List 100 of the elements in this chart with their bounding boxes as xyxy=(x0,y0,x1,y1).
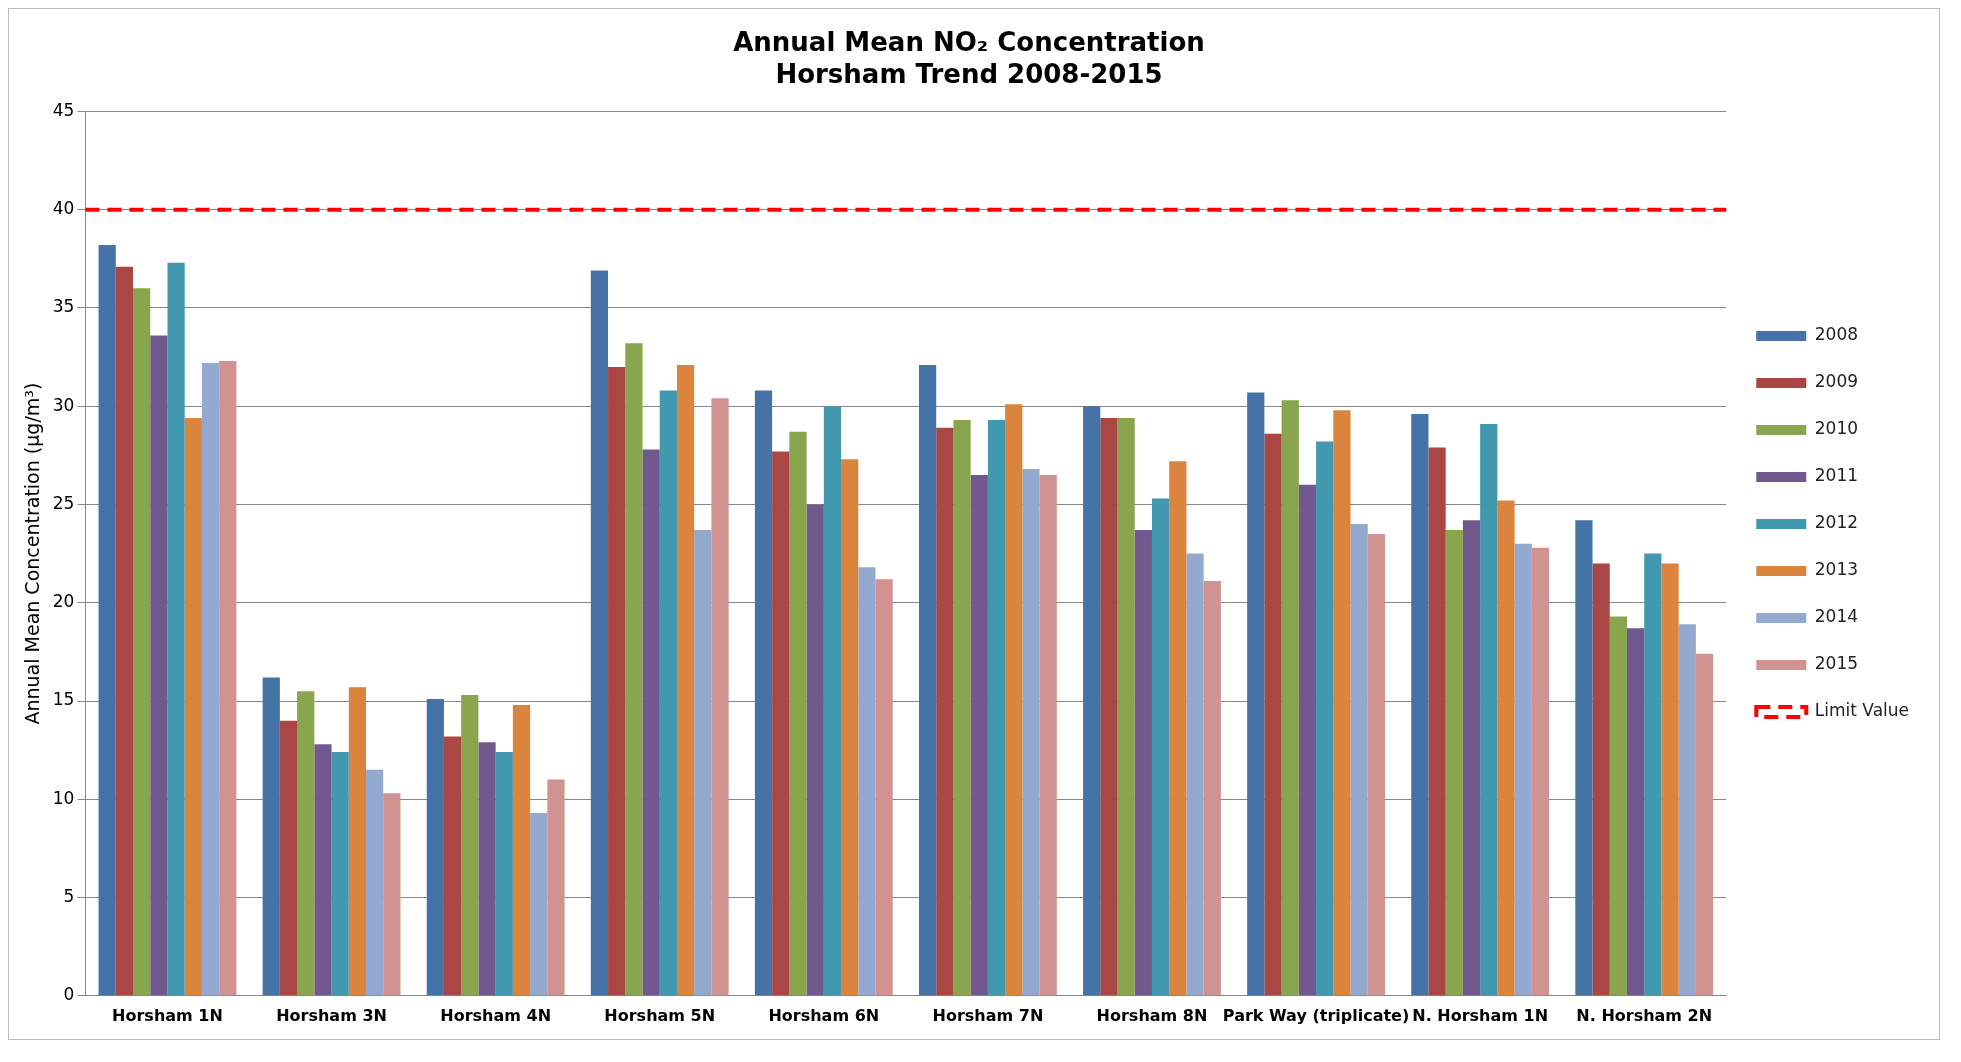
bar xyxy=(1281,400,1299,996)
bar xyxy=(1005,404,1023,996)
bar xyxy=(841,459,859,996)
bar xyxy=(1350,524,1368,996)
x-tick-label: Horsham 1N xyxy=(112,1005,223,1025)
x-tick-label: N. Horsham 2N xyxy=(1576,1005,1713,1025)
y-tick-label: 35 xyxy=(52,296,75,317)
bar xyxy=(98,245,116,996)
x-tick-label: Horsham 8N xyxy=(1096,1005,1208,1025)
bar xyxy=(1592,563,1610,996)
legend-label: Limit Value xyxy=(1814,700,1909,721)
x-tick-label: Horsham 5N xyxy=(604,1005,716,1025)
bar xyxy=(789,431,807,996)
bar xyxy=(1411,414,1429,996)
bar xyxy=(642,449,660,996)
x-tick-label: Park Way (triplicate) xyxy=(1222,1005,1410,1025)
bar xyxy=(1316,441,1334,996)
bar xyxy=(348,687,367,996)
x-tick-label: Horsham 3N xyxy=(276,1005,387,1025)
bar xyxy=(875,579,893,996)
x-tick-label: N. Horsham 1N xyxy=(1412,1005,1549,1025)
y-tick-label: 0 xyxy=(63,984,75,1005)
x-tick-label: Horsham 4N xyxy=(440,1005,552,1025)
bar xyxy=(1575,520,1593,996)
legend-label: 2008 xyxy=(1814,324,1859,345)
bar xyxy=(297,691,315,996)
legend-label: 2014 xyxy=(1814,606,1859,627)
bar xyxy=(1609,616,1627,996)
bar xyxy=(754,390,773,996)
bar xyxy=(1134,530,1152,996)
legend-label: 2010 xyxy=(1814,418,1859,439)
bar xyxy=(1531,547,1550,996)
bar xyxy=(694,530,712,996)
bar xyxy=(461,695,479,996)
bar xyxy=(590,270,609,996)
bar xyxy=(1428,447,1446,996)
bar xyxy=(262,677,280,996)
bar xyxy=(970,474,988,996)
y-tick-label: 30 xyxy=(52,394,75,415)
bar xyxy=(1497,500,1515,996)
bar xyxy=(1333,410,1351,996)
bar xyxy=(184,417,202,996)
bar xyxy=(314,744,332,996)
bar xyxy=(1022,469,1040,996)
bar xyxy=(1514,543,1532,996)
legend-label: 2011 xyxy=(1814,465,1859,486)
bar xyxy=(676,364,695,996)
y-tick-label: 15 xyxy=(52,689,75,710)
bar xyxy=(201,362,220,996)
bar xyxy=(219,361,237,996)
chart-title: Annual Mean NO₂ Concentration xyxy=(733,27,1205,58)
bar xyxy=(953,419,971,996)
bar xyxy=(1203,581,1221,996)
bar xyxy=(1186,553,1204,996)
bar xyxy=(1247,392,1265,996)
bar xyxy=(1169,461,1187,996)
bar xyxy=(279,720,298,996)
legend-label: 2012 xyxy=(1814,512,1859,533)
bar xyxy=(936,427,954,996)
bar xyxy=(530,813,548,996)
y-tick-label: 10 xyxy=(52,787,75,808)
legend-label: 2009 xyxy=(1814,371,1859,392)
bar xyxy=(987,419,1006,996)
bar xyxy=(1695,653,1714,996)
bar xyxy=(858,567,876,996)
bar xyxy=(711,398,729,996)
bar xyxy=(806,504,824,996)
bar xyxy=(1298,484,1317,996)
bar xyxy=(512,704,531,996)
y-tick-label: 20 xyxy=(52,591,75,612)
chart-subtitle: Horsham Trend 2008-2015 xyxy=(775,58,1163,89)
bar xyxy=(823,406,842,996)
bar xyxy=(625,343,643,996)
y-tick-label: 25 xyxy=(52,492,75,513)
y-axis-title: Annual Mean Concentration (µg/m³) xyxy=(21,382,44,725)
bar xyxy=(478,742,496,996)
bar xyxy=(1445,530,1463,996)
bar xyxy=(918,364,937,996)
bar xyxy=(1627,628,1645,996)
y-tick-label: 5 xyxy=(63,885,75,906)
bar xyxy=(383,793,401,996)
bar xyxy=(133,288,151,996)
bar xyxy=(426,699,444,996)
bar xyxy=(1039,474,1057,996)
bar xyxy=(1151,498,1170,996)
bar xyxy=(1661,563,1679,996)
legend-label: 2013 xyxy=(1814,559,1859,580)
bar xyxy=(495,752,513,996)
bar xyxy=(1117,417,1135,996)
x-tick-label: Horsham 6N xyxy=(768,1005,880,1025)
bar xyxy=(443,736,462,996)
bar xyxy=(1678,624,1696,996)
bar xyxy=(547,779,565,996)
y-tick-label: 40 xyxy=(52,198,75,219)
bar xyxy=(1264,433,1282,996)
bar xyxy=(150,335,168,996)
bar xyxy=(772,451,790,996)
legend-label: 2015 xyxy=(1814,653,1859,674)
bar xyxy=(1367,533,1385,996)
bar xyxy=(1462,520,1481,996)
